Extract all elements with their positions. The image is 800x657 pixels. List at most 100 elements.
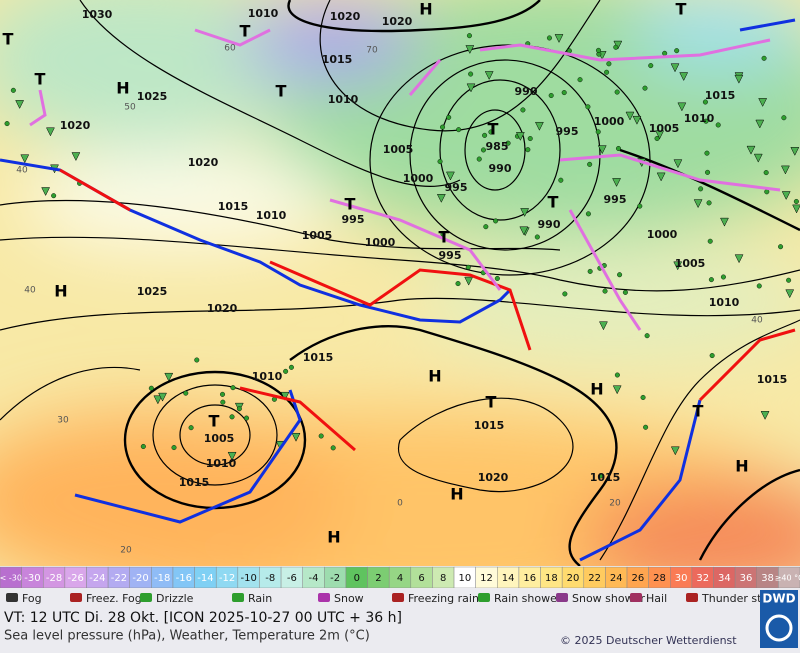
weather-icon bbox=[478, 593, 490, 602]
rain-symbol bbox=[709, 353, 715, 359]
rain-symbol bbox=[764, 189, 770, 195]
temperature-label: 6 bbox=[418, 573, 424, 584]
shower-symbol bbox=[280, 391, 290, 401]
rain-symbol bbox=[587, 161, 593, 167]
pressure-label: 1010 bbox=[328, 93, 359, 106]
temperature-label: 34 bbox=[718, 573, 731, 584]
grid-label: 60 bbox=[224, 44, 236, 54]
low-pressure-label: T bbox=[240, 22, 251, 41]
rain-symbol bbox=[703, 118, 709, 124]
pressure-label: 990 bbox=[515, 85, 538, 98]
temperature-label: 28 bbox=[653, 573, 666, 584]
rain-symbol bbox=[706, 200, 712, 206]
temperature-label: 0 bbox=[354, 573, 360, 584]
rain-symbol bbox=[707, 238, 713, 244]
pressure-label: 1010 bbox=[252, 370, 283, 383]
pressure-label: 995 bbox=[342, 213, 365, 226]
weather-icon bbox=[686, 593, 698, 602]
pressure-label: 1020 bbox=[188, 156, 219, 169]
logo-icon bbox=[765, 614, 793, 642]
weather-legend: Fog Freez. Fog Drizzle Rain Snow Freezing rai… bbox=[6, 592, 783, 605]
temperature-label: 12 bbox=[480, 573, 493, 584]
rain-symbol bbox=[437, 159, 443, 165]
shower-symbol bbox=[693, 199, 703, 209]
rain-symbol bbox=[148, 385, 154, 391]
rain-symbol bbox=[615, 145, 621, 151]
rain-symbol bbox=[613, 44, 619, 50]
shower-symbol bbox=[734, 254, 744, 264]
rain-symbol bbox=[140, 443, 146, 449]
shower-symbol bbox=[436, 194, 446, 203]
pressure-label: 995 bbox=[439, 249, 462, 262]
pressure-label: 1000 bbox=[403, 172, 434, 185]
shower-symbol bbox=[158, 392, 167, 402]
pressure-label: 995 bbox=[556, 125, 579, 138]
dwd-logo bbox=[760, 590, 798, 648]
rain-symbol bbox=[51, 193, 57, 199]
rain-symbol bbox=[643, 424, 649, 430]
rain-symbol bbox=[171, 445, 177, 451]
weather-icon bbox=[232, 593, 244, 602]
temperature-label: 20 bbox=[567, 573, 580, 584]
shower-symbol bbox=[484, 71, 494, 80]
low-pressure-label: T bbox=[35, 70, 46, 89]
weather-label: Fog bbox=[22, 592, 42, 605]
temperature-label: 38 bbox=[761, 573, 774, 584]
pressure-label: 985 bbox=[486, 140, 509, 153]
pressure-label: 1015 bbox=[179, 476, 210, 489]
high-pressure-label: H bbox=[419, 0, 432, 19]
rain-symbol bbox=[4, 121, 10, 127]
rain-symbol bbox=[708, 277, 714, 283]
rain-symbol bbox=[482, 132, 488, 138]
pressure-label: 990 bbox=[489, 162, 512, 175]
shower-symbol bbox=[612, 178, 621, 187]
rain-symbol bbox=[561, 90, 567, 96]
grid-label: 30 bbox=[57, 416, 69, 426]
rain-symbol bbox=[756, 283, 762, 289]
rain-symbol bbox=[640, 394, 646, 400]
temperature-label: -16 bbox=[176, 573, 192, 584]
temperature-label: -20 bbox=[132, 573, 148, 584]
temperature-label: -2 bbox=[330, 573, 340, 584]
pressure-label: 1010 bbox=[256, 209, 287, 222]
rain-symbol bbox=[440, 124, 446, 130]
temperature-label: -10 bbox=[240, 573, 256, 584]
high-pressure-label: H bbox=[428, 367, 441, 386]
pressure-label: 1005 bbox=[383, 143, 414, 156]
weather-label: Freez. Fog bbox=[86, 592, 142, 605]
rain-symbol bbox=[488, 129, 494, 135]
shower-symbol bbox=[71, 152, 81, 162]
weather-icon bbox=[318, 593, 330, 602]
pressure-label: 1020 bbox=[478, 471, 509, 484]
weather-label: Hail bbox=[646, 592, 667, 605]
rain-symbol bbox=[188, 425, 194, 431]
rain-symbol bbox=[229, 414, 235, 420]
rain-symbol bbox=[546, 35, 552, 41]
weather-icon bbox=[70, 593, 82, 602]
shower-symbol bbox=[760, 411, 770, 420]
pressure-label: 1005 bbox=[302, 229, 333, 242]
rain-symbol bbox=[494, 275, 500, 281]
fronts bbox=[0, 18, 796, 562]
shower-symbol bbox=[670, 63, 680, 73]
grid-label: 40 bbox=[24, 286, 36, 296]
temperature-label: 16 bbox=[523, 573, 536, 584]
weather-icon bbox=[630, 593, 642, 602]
temperature-label: -14 bbox=[197, 573, 213, 584]
shower-symbol bbox=[599, 321, 608, 331]
grid-label: 40 bbox=[16, 166, 28, 176]
weather-label: Snow bbox=[334, 592, 364, 605]
rain-symbol bbox=[465, 264, 471, 270]
weather-label: Drizzle bbox=[156, 592, 194, 605]
temperature-label: 14 bbox=[502, 573, 515, 584]
description: Sea level pressure (hPa), Weather, Tempe… bbox=[4, 629, 370, 644]
rain-symbol bbox=[614, 89, 620, 95]
rain-symbol bbox=[698, 186, 704, 192]
rain-symbol bbox=[527, 136, 533, 142]
grid-label: 50 bbox=[124, 103, 136, 113]
rain-symbol bbox=[781, 115, 787, 121]
low-pressure-label: T bbox=[486, 393, 497, 412]
shower-symbol bbox=[753, 153, 763, 163]
pressure-label: 1015 bbox=[218, 200, 249, 213]
shower-symbol bbox=[46, 127, 55, 137]
